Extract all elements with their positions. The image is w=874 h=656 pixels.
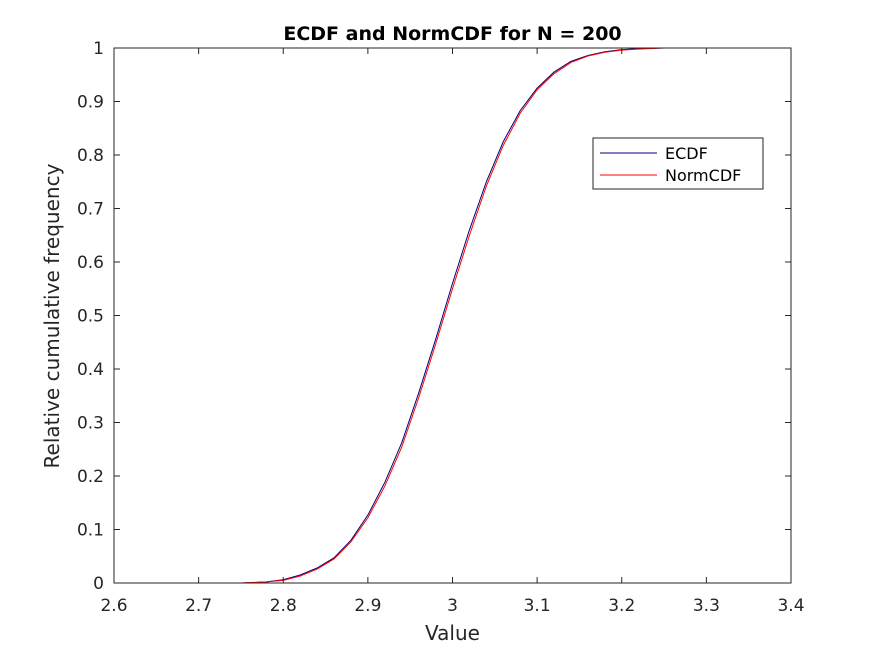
series-layer: [185, 47, 745, 584]
x-tick-label: 2.6: [100, 596, 127, 616]
chart-title: ECDF and NormCDF for N = 200: [283, 23, 621, 45]
y-tick-label: 0.6: [77, 253, 104, 273]
legend-box: [592, 137, 764, 190]
x-tick-label: 3.4: [777, 596, 804, 616]
x-tick-label: 2.8: [270, 596, 297, 616]
x-axis-label: Value: [425, 621, 480, 645]
series-line-ecdf: [185, 47, 745, 584]
y-tick-label: 0.4: [77, 360, 104, 380]
legend-label-normcdf: NormCDF: [665, 166, 741, 185]
x-tick-label: 2.7: [185, 596, 212, 616]
y-tick-label: 1: [93, 39, 104, 59]
y-tick-label: 0.9: [77, 93, 104, 113]
plot-area: [114, 48, 791, 583]
x-tick-label: 2.9: [354, 596, 381, 616]
series-line-normcdf: [185, 47, 745, 584]
y-tick-label: 0: [93, 574, 104, 594]
y-tick-label: 0.5: [77, 307, 104, 327]
x-tick-label: 3: [447, 596, 458, 616]
legend-label-ecdf: ECDF: [665, 144, 708, 163]
x-tick-label: 3.2: [608, 596, 635, 616]
x-tick-label: 3.3: [693, 596, 720, 616]
y-tick-label: 0.3: [77, 414, 104, 434]
x-tick-label: 3.1: [524, 596, 551, 616]
y-tick-label: 0.8: [77, 146, 104, 166]
y-axis-label: Relative cumulative frequency: [40, 163, 64, 468]
y-tick-label: 0.1: [77, 521, 104, 541]
tick-layer: 2.6 2.7 2.8 2.9 3 3.1 3.2 3.3 3.4 0 0.1 0.2 0.3 0.4 0.…: [77, 39, 805, 616]
y-tick-label: 0.2: [77, 467, 104, 487]
y-tick-label: 0.7: [77, 200, 104, 220]
legend: ECDF NormCDF: [592, 137, 764, 190]
